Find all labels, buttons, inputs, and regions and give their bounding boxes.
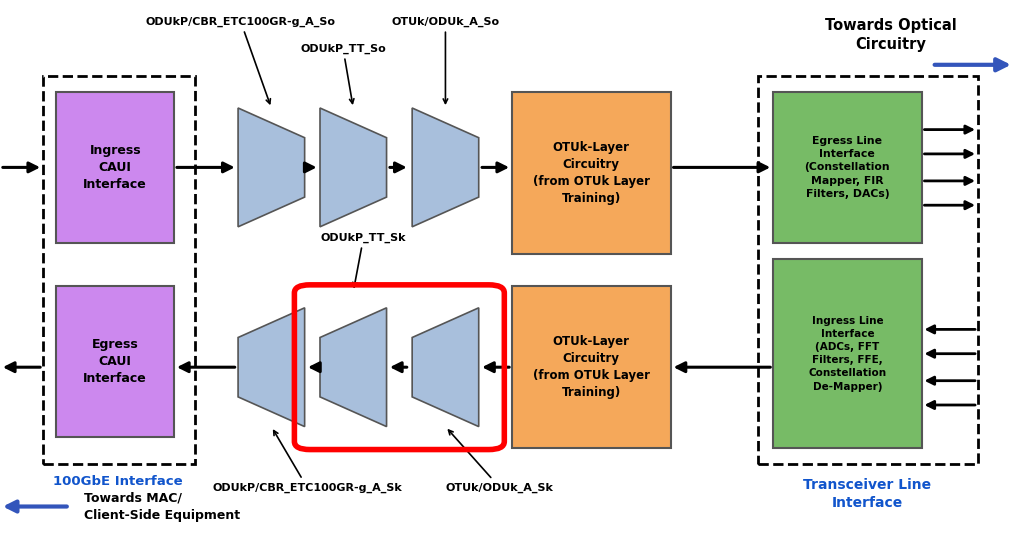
Text: OTUk/ODUk_A_Sk: OTUk/ODUk_A_Sk xyxy=(445,430,554,492)
Text: Towards Optical
Circuitry: Towards Optical Circuitry xyxy=(825,18,956,52)
Text: ODUkP_TT_So: ODUkP_TT_So xyxy=(300,43,386,104)
Polygon shape xyxy=(319,108,386,227)
Text: ODUkP/CBR_ETC100GR-g_A_So: ODUkP/CBR_ETC100GR-g_A_So xyxy=(145,16,336,104)
Bar xyxy=(512,286,671,448)
Text: OTUk-Layer
Circuitry
(from OTUk Layer
Training): OTUk-Layer Circuitry (from OTUk Layer Tr… xyxy=(532,335,650,399)
Text: OTUk/ODUk_A_So: OTUk/ODUk_A_So xyxy=(391,16,500,103)
Polygon shape xyxy=(412,308,479,427)
Bar xyxy=(43,76,195,464)
Bar xyxy=(512,92,671,254)
Text: Towards MAC/
Client-Side Equipment: Towards MAC/ Client-Side Equipment xyxy=(84,491,240,522)
Polygon shape xyxy=(238,108,305,227)
Bar xyxy=(773,92,922,243)
Polygon shape xyxy=(412,108,479,227)
Text: OTUk-Layer
Circuitry
(from OTUk Layer
Training): OTUk-Layer Circuitry (from OTUk Layer Tr… xyxy=(532,141,650,205)
Bar xyxy=(773,259,922,448)
Text: Egress
CAUI
Interface: Egress CAUI Interface xyxy=(83,338,147,386)
Polygon shape xyxy=(319,308,386,427)
Text: ODUkP_TT_Sk: ODUkP_TT_Sk xyxy=(321,232,407,287)
Bar xyxy=(56,92,174,243)
Polygon shape xyxy=(238,308,305,427)
Text: Ingress Line
Interface
(ADCs, FFT
Filters, FFE,
Constellation
De-Mapper): Ingress Line Interface (ADCs, FFT Filter… xyxy=(808,316,887,392)
Text: Egress Line
Interface
(Constellation
Mapper, FIR
Filters, DACs): Egress Line Interface (Constellation Map… xyxy=(805,136,890,199)
Text: Ingress
CAUI
Interface: Ingress CAUI Interface xyxy=(83,144,147,191)
Text: 100GbE Interface: 100GbE Interface xyxy=(53,475,182,488)
Text: Transceiver Line
Interface: Transceiver Line Interface xyxy=(803,478,932,510)
Bar xyxy=(758,76,978,464)
Bar xyxy=(56,286,174,437)
Text: ODUkP/CBR_ETC100GR-g_A_Sk: ODUkP/CBR_ETC100GR-g_A_Sk xyxy=(212,430,402,492)
